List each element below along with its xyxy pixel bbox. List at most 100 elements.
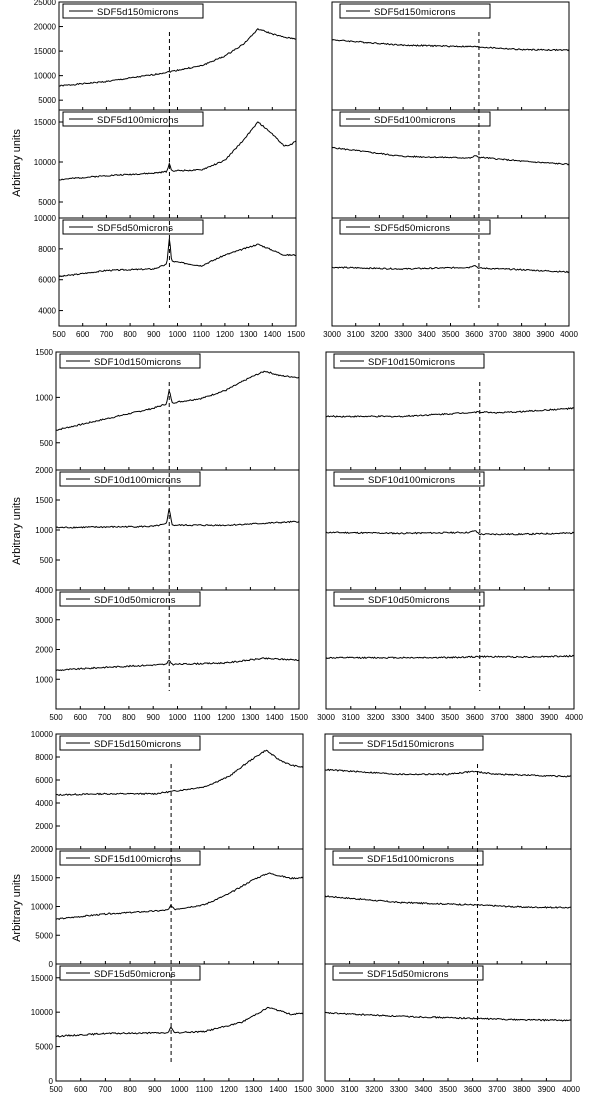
x-tick-label: 3400 <box>415 1085 433 1094</box>
panel-frame <box>325 469 575 591</box>
legend-box <box>339 219 491 235</box>
spectrum-panel-left-3: 1000 2000 3000 4000 SDF10d50microns <box>35 586 300 710</box>
y-axis-label: Arbitrary units <box>11 874 23 942</box>
legend-box <box>59 353 201 369</box>
spectrum-panel-right-3: SDF10d50microns <box>325 589 575 710</box>
x-tick-label: 1100 <box>193 330 211 339</box>
y-tick-label: 1500 <box>35 348 53 357</box>
spectrum-panel-right-1: SDF15d150microns <box>324 733 572 850</box>
x-tick-label: 1200 <box>217 713 235 722</box>
x-tick-label: 3800 <box>513 330 531 339</box>
y-tick-label: 5000 <box>38 96 56 105</box>
spectrum-line <box>55 749 304 796</box>
x-tick-label: 3000 <box>316 1085 334 1094</box>
x-tick-label: 1300 <box>245 1085 263 1094</box>
y-tick-label: 10000 <box>34 158 57 167</box>
y-tick-label: 2000 <box>35 646 53 655</box>
panel-frame <box>325 589 575 710</box>
legend-box <box>332 850 484 866</box>
x-tick-label: 3400 <box>416 713 434 722</box>
y-tick-label: 8000 <box>35 753 53 762</box>
legend-label: SDF10d50microns <box>94 595 176 606</box>
legend-label: SDF5d100microns <box>374 115 456 126</box>
y-tick-label: 1000 <box>35 526 53 535</box>
x-tick-label: 1500 <box>287 330 305 339</box>
spectrum-panel-left-1: 0 2000 4000 6000 8000 10000 SDF15d150microns <box>31 730 304 854</box>
x-tick-label: 600 <box>74 713 88 722</box>
x-tick-label: 3200 <box>371 330 389 339</box>
spectrum-line <box>55 872 304 921</box>
y-tick-label: 5000 <box>35 931 53 940</box>
x-tick-label: 3700 <box>489 330 507 339</box>
x-tick-label: 3600 <box>465 330 483 339</box>
legend-box <box>62 111 204 127</box>
legend-label: SDF5d150microns <box>374 7 456 18</box>
x-tick-label: 3100 <box>341 1085 359 1094</box>
spectrum-line <box>58 238 297 278</box>
x-tick-label: 900 <box>147 713 161 722</box>
x-tick-label: 1100 <box>196 1085 214 1094</box>
y-tick-label: 500 <box>40 439 54 448</box>
x-tick-label: 3100 <box>342 713 360 722</box>
spectrum-line <box>324 1011 571 1022</box>
spectrum-panel-left-1: 5000 10000 15000 20000 25000 SDF5d150microns <box>34 0 297 111</box>
x-tick-label: 1000 <box>169 713 187 722</box>
panel-frame <box>55 469 300 591</box>
x-tick-label: 3700 <box>491 713 509 722</box>
x-tick-label: 1000 <box>171 1085 189 1094</box>
spectrum-panel-right-2: SDF10d100microns <box>325 469 575 591</box>
legend-box <box>59 850 201 866</box>
y-tick-label: 15000 <box>31 974 54 983</box>
x-tick-label: 3900 <box>540 713 558 722</box>
x-tick-label: 3600 <box>464 1085 482 1094</box>
legend-label: SDF15d100microns <box>94 854 181 865</box>
y-axis-label: Arbitrary units <box>11 129 23 197</box>
x-tick-label: 700 <box>99 1085 113 1094</box>
spectrum-panel-right-2: SDF15d100microns <box>324 848 572 965</box>
legend-box <box>59 591 201 607</box>
panel-frame <box>324 848 572 965</box>
x-tick-label: 900 <box>147 330 161 339</box>
y-tick-label: 5000 <box>35 1043 53 1052</box>
legend-box <box>332 735 484 751</box>
y-tick-label: 4000 <box>38 307 56 316</box>
y-tick-label: 10000 <box>34 72 57 81</box>
x-tick-label: 3500 <box>441 713 459 722</box>
x-tick-label: 3300 <box>394 330 412 339</box>
x-tick-label: 3400 <box>418 330 436 339</box>
x-tick-label: 600 <box>76 330 90 339</box>
spectrum-panel-right-3: SDF5d50microns <box>331 217 570 327</box>
legend-label: SDF15d50microns <box>367 969 449 980</box>
y-tick-label: 10000 <box>31 1008 54 1017</box>
x-tick-label: 4000 <box>565 713 583 722</box>
x-tick-label: 3700 <box>488 1085 506 1094</box>
spectrum-panel-right-1: SDF10d150microns <box>325 351 575 471</box>
y-tick-label: 15000 <box>34 118 57 127</box>
x-tick-label: 1200 <box>216 330 234 339</box>
x-tick-label: 800 <box>123 1085 137 1094</box>
spectrum-line <box>55 370 300 431</box>
legend-label: SDF5d150microns <box>97 7 179 18</box>
x-tick-label: 1400 <box>269 1085 287 1094</box>
x-tick-label: 600 <box>74 1085 88 1094</box>
spectrum-line <box>324 768 572 778</box>
panel-frame <box>324 963 572 1082</box>
x-tick-label: 3500 <box>442 330 460 339</box>
x-tick-label: 3900 <box>536 330 554 339</box>
spectrum-line <box>324 895 572 909</box>
y-tick-label: 0 <box>49 1077 54 1086</box>
y-tick-label: 15000 <box>34 47 57 56</box>
y-tick-label: 5000 <box>38 198 56 207</box>
legend-label: SDF15d100microns <box>367 854 454 865</box>
spectrum-line <box>325 530 575 536</box>
y-tick-label: 20000 <box>34 23 57 32</box>
y-tick-label: 10000 <box>34 214 57 223</box>
spectrum-line <box>331 265 570 274</box>
legend-label: SDF10d100microns <box>368 475 455 486</box>
x-tick-label: 1300 <box>240 330 258 339</box>
y-tick-label: 1000 <box>35 393 53 402</box>
x-tick-label: 4000 <box>562 1085 580 1094</box>
y-tick-label: 1000 <box>35 675 53 684</box>
